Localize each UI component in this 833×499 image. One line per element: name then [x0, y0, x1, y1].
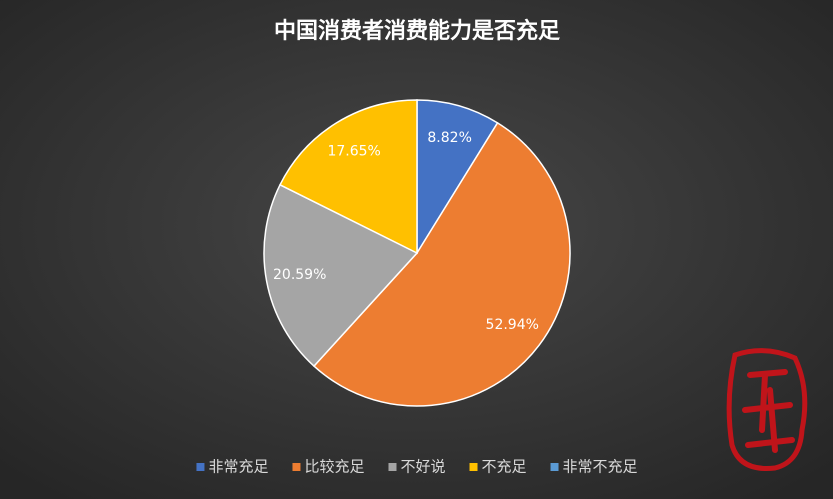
- legend-swatch: [196, 463, 205, 471]
- pie-slice: [279, 99, 418, 255]
- data-label: 20.59%: [273, 267, 326, 283]
- legend-swatch: [388, 463, 397, 471]
- legend-swatch: [550, 463, 559, 471]
- pie-slice: [263, 183, 419, 368]
- legend-item: 比较充足: [292, 458, 364, 476]
- legend-label: 不好说: [400, 458, 445, 476]
- legend-swatch: [469, 463, 478, 471]
- legend-label: 比较充足: [304, 458, 364, 476]
- legend-item: 不好说: [388, 458, 446, 476]
- legend-label: 非常充足: [208, 458, 268, 476]
- data-label: 17.65%: [327, 144, 380, 160]
- chart-title: 中国消费者消费能力是否充足: [274, 18, 560, 44]
- legend-item: 不充足: [469, 458, 527, 476]
- data-label: 52.94%: [486, 317, 539, 333]
- legend-item: 非常充足: [196, 458, 268, 476]
- pie-slice: [312, 121, 571, 407]
- data-label: 8.82%: [427, 130, 471, 146]
- legend-label: 非常不充足: [563, 458, 638, 476]
- legend-swatch: [292, 463, 301, 471]
- plot: 8.82% 52.94% 20.59% 17.65% 非常充足 比较充足 不好说 不充足 非常不…: [196, 99, 638, 476]
- legend-item: 非常不充足: [550, 458, 638, 476]
- legend-label: 不充足: [482, 458, 527, 476]
- seal: [726, 348, 808, 472]
- pie-slice: [416, 99, 499, 256]
